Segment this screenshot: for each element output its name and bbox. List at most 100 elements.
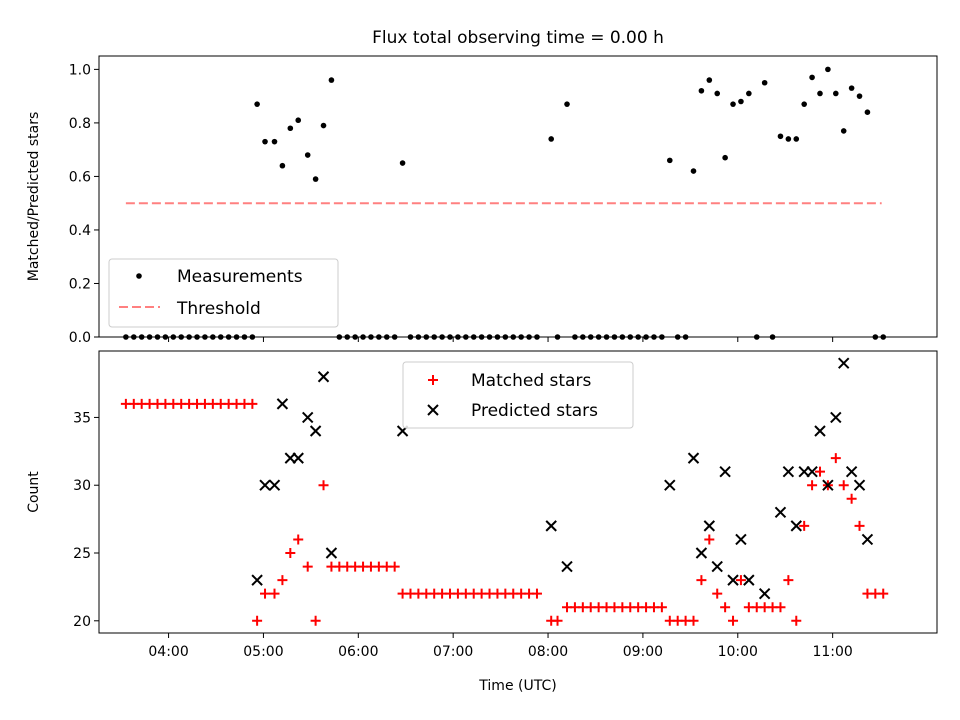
x-tick-label: 10:00 — [718, 644, 758, 660]
matched-star-point — [775, 602, 786, 613]
matched-star-point — [838, 480, 849, 491]
measurement-point — [320, 122, 327, 129]
predicted-star-point — [302, 411, 314, 424]
predicted-star-point — [735, 533, 747, 546]
measurement-point — [666, 157, 673, 164]
measurement-point — [809, 74, 815, 81]
matched-star-point — [696, 575, 707, 586]
legend-box — [108, 258, 339, 328]
matched-star-point — [269, 588, 280, 599]
y-tick-label: 35 — [73, 410, 91, 426]
predicted-star-point — [687, 452, 700, 464]
matched-star-point — [247, 398, 258, 409]
x-tick-label: 11:00 — [812, 644, 852, 660]
measurement-point — [833, 90, 839, 97]
legend-measurements-label: Measurements — [177, 267, 303, 287]
matched-star-point — [389, 561, 400, 572]
y-tick-label: 0.2 — [69, 276, 91, 292]
matched-star-point — [293, 534, 304, 545]
x-tick-label: 08:00 — [528, 644, 568, 660]
measurement-point — [304, 152, 311, 158]
legend-box — [402, 361, 634, 429]
predicted-star-point — [695, 547, 708, 559]
predicted-star-point — [853, 479, 866, 491]
predicted-star-point — [545, 520, 557, 532]
predicted-star-point — [814, 425, 826, 437]
matched-star-point — [302, 561, 313, 572]
x-tick-label: 06:00 — [338, 644, 378, 660]
measurement-point — [271, 138, 278, 145]
measurement-point — [328, 77, 335, 83]
predicted-star-point — [561, 560, 573, 573]
measurement-point — [706, 77, 713, 83]
matched-star-point — [285, 548, 296, 559]
predicted-star-point — [830, 411, 842, 424]
matched-star-point — [712, 588, 723, 599]
matched-star-point — [799, 520, 810, 531]
measurement-point — [262, 138, 268, 145]
measurement-point — [548, 136, 555, 142]
measurement-point — [856, 93, 863, 99]
predicted-star-point — [758, 587, 771, 600]
axes-frame — [98, 55, 938, 338]
measurement-point — [785, 136, 792, 142]
matched-star-point — [552, 615, 563, 626]
matched-star-point — [728, 615, 739, 626]
measurement-point — [817, 90, 823, 97]
measurement-point — [312, 176, 319, 182]
predicted-star-point — [251, 574, 263, 586]
measurement-point — [698, 87, 705, 94]
predicted-star-point — [268, 479, 281, 491]
matched-star-point — [310, 615, 321, 626]
legend-measurement-marker — [136, 273, 142, 279]
predicted-star-point — [317, 371, 330, 383]
y-tick-label: 0.4 — [69, 223, 91, 239]
predicted-star-point — [309, 425, 322, 437]
measurement-point — [714, 90, 721, 97]
measurement-point — [793, 136, 800, 142]
matched-star-point — [688, 615, 699, 626]
matched-star-point — [656, 602, 667, 613]
measurement-point — [730, 101, 736, 107]
y-tick-label: 0.0 — [69, 330, 91, 346]
predicted-star-point — [774, 506, 787, 519]
matched-star-point — [791, 615, 802, 626]
bottom-count-panel: 20 25 30 35 04:00 05:00 06:00 07:00 08:00 09:00 10… — [26, 350, 938, 694]
x-tick-label: 05:00 — [243, 644, 283, 660]
matched-star-point — [277, 575, 288, 586]
matched-star-point — [318, 480, 329, 491]
legend-threshold-label: Threshold — [176, 299, 261, 319]
predicted-star-point — [845, 465, 858, 478]
predicted-star-point — [259, 479, 271, 491]
axes-frame — [98, 350, 938, 634]
y-tick-label: 0.6 — [69, 169, 91, 185]
matched-star-point — [531, 588, 542, 599]
predicted-star-point — [292, 452, 304, 464]
legend-predicted-label: Predicted stars — [471, 401, 598, 421]
measurement-point — [801, 101, 807, 107]
matched-star-point — [830, 453, 841, 464]
measurement-point — [564, 101, 570, 107]
measurement-point — [825, 66, 831, 73]
x-tick-label: 09:00 — [623, 644, 663, 660]
measurement-point — [864, 109, 871, 115]
matched-star-point — [846, 493, 857, 504]
measurement-point — [399, 160, 406, 166]
measurement-point — [746, 90, 752, 97]
measurement-point — [279, 162, 286, 169]
matched-star-point — [720, 602, 731, 613]
predicted-star-point — [727, 574, 739, 586]
x-axis-label: Time (UTC) — [478, 678, 556, 694]
y-tick-label: 30 — [73, 478, 91, 494]
measurement-point — [690, 168, 697, 174]
y-axis-label: Matched/Predicted stars — [26, 112, 42, 282]
measurement-point — [254, 101, 260, 107]
measurement-point — [840, 128, 847, 134]
measurement-point — [287, 125, 294, 132]
predicted-star-point — [806, 465, 818, 478]
y-tick-label: 1.0 — [69, 62, 91, 78]
y-tick-label: 25 — [73, 546, 91, 562]
legend-matched-label: Matched stars — [471, 371, 591, 391]
predicted-star-point — [664, 479, 676, 491]
